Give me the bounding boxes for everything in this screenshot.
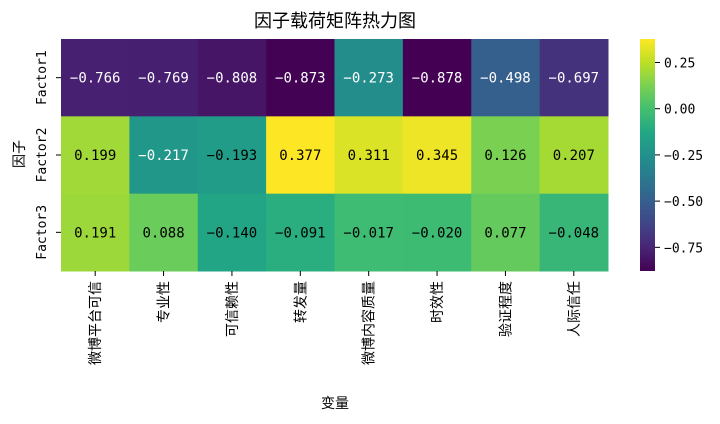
- cell-value-label: 0.345: [416, 148, 458, 164]
- heatmap-cell: [402, 39, 472, 117]
- column-tick-label: 可信赖性: [225, 281, 241, 337]
- cell-value-label: 0.088: [142, 225, 184, 241]
- chart-title: 因子载荷矩阵热力图: [254, 11, 416, 32]
- cell-value-label: 0.077: [484, 225, 526, 241]
- colorbar-tick-label: −0.25: [664, 149, 703, 164]
- heatmap-cell: [266, 193, 335, 272]
- colorbar-tick-label: −0.50: [664, 195, 703, 210]
- colorbar: 0.25 0.00 −0.25 −0.50 −0.75: [640, 39, 703, 271]
- column-tick-label: 微博内容质量: [361, 281, 378, 365]
- row-tick-label: Factor2: [35, 128, 50, 183]
- heatmap-cell: [197, 116, 267, 195]
- cell-value-label: −0.273: [343, 71, 394, 87]
- column-tick-labels: 微博平台可信 专业性 可信赖性 转发量 微博内容质量 时效性 验证程度 人际信任: [87, 271, 583, 365]
- row-tick-labels: Factor1 Factor2 Factor3: [35, 50, 61, 260]
- heatmap-cell: [61, 193, 130, 272]
- cell-value-label: −0.091: [275, 225, 326, 241]
- cell-value-label: −0.769: [138, 71, 189, 87]
- colorbar-gradient: [640, 39, 655, 271]
- heatmap-cell: [334, 39, 404, 117]
- cell-value-label: 0.207: [553, 148, 595, 164]
- heatmap-cell: [129, 39, 199, 117]
- cell-value-label: 0.191: [74, 225, 116, 241]
- cell-value-label: −0.193: [207, 148, 258, 164]
- cell-value-label: −0.873: [275, 71, 326, 87]
- heatmap-cell: [61, 39, 130, 117]
- heatmap-cell: [129, 193, 199, 272]
- heatmap-cell: [471, 39, 541, 117]
- heatmap-cell: [471, 193, 541, 272]
- column-tick-label: 专业性: [157, 281, 173, 323]
- heatmap-cells: [61, 39, 609, 272]
- cell-value-label: −0.498: [480, 71, 531, 87]
- cell-value-label: 0.199: [74, 148, 116, 164]
- x-axis-label: 变量: [321, 396, 349, 412]
- column-tick-label: 转发量: [293, 281, 309, 323]
- row-tick-label: Factor1: [35, 50, 50, 105]
- heatmap-cell: [129, 116, 199, 195]
- heatmap-cell: [539, 193, 609, 272]
- heatmap-cell: [61, 116, 130, 195]
- heatmap-cell: [334, 116, 404, 195]
- heatmap-cell: [471, 116, 541, 195]
- cell-value-label: −0.020: [412, 225, 463, 241]
- heatmap-cell: [539, 39, 609, 117]
- column-tick-label: 时效性: [430, 281, 446, 323]
- cell-value-label: −0.048: [549, 225, 600, 241]
- heatmap-cell: [334, 193, 404, 272]
- column-tick-label: 验证程度: [498, 281, 514, 337]
- heatmap-cell: [402, 193, 472, 272]
- heatmap-cell: [197, 193, 267, 272]
- colorbar-tick-label: 0.00: [664, 103, 695, 118]
- cell-value-label: 0.377: [279, 148, 321, 164]
- cell-value-label: −0.878: [412, 71, 463, 87]
- cell-value-label: 0.311: [348, 148, 390, 164]
- cell-value-label: −0.017: [343, 225, 394, 241]
- heatmap-cell: [266, 116, 335, 195]
- row-tick-label: Factor3: [35, 205, 50, 260]
- column-tick-label: 人际信任: [567, 281, 583, 337]
- heatmap-cell: [402, 116, 472, 195]
- cell-value-labels: −0.766 −0.769 −0.808 −0.873 −0.273 −0.878 −0.4…: [70, 71, 599, 242]
- y-axis-label: 因子: [12, 140, 28, 168]
- colorbar-tick-label: −0.75: [664, 241, 703, 256]
- cell-value-label: 0.126: [484, 148, 526, 164]
- heatmap-cell: [539, 116, 609, 195]
- cell-value-label: −0.766: [70, 71, 121, 87]
- heatmap-cell: [197, 39, 267, 117]
- cell-value-label: −0.808: [207, 71, 258, 87]
- cell-value-label: −0.140: [207, 225, 258, 241]
- cell-value-label: −0.217: [138, 148, 189, 164]
- column-tick-label: 微博平台可信: [87, 281, 104, 365]
- colorbar-tick-label: 0.25: [664, 56, 695, 71]
- heatmap-cell: [266, 39, 335, 117]
- cell-value-label: −0.697: [549, 71, 600, 87]
